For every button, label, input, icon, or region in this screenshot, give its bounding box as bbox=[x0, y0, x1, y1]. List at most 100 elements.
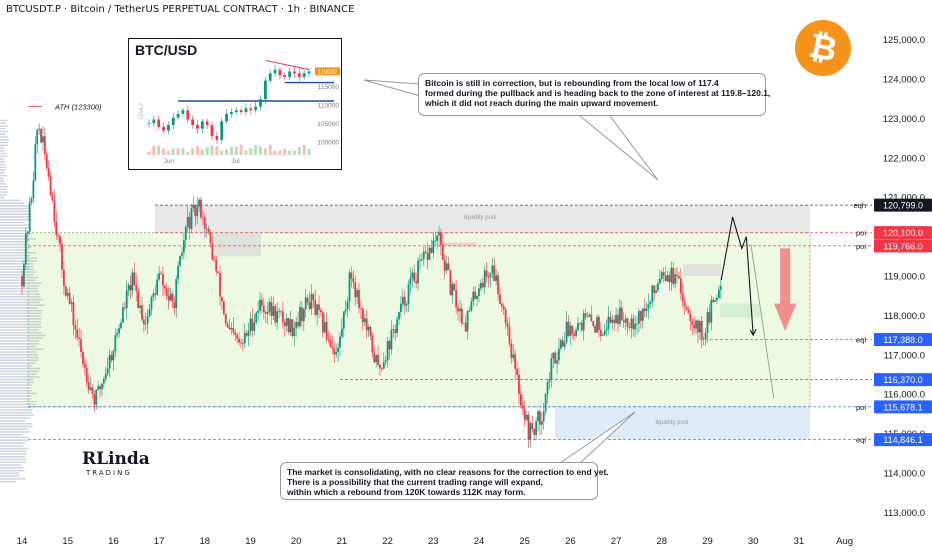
y-tick-label: 118,000.0 bbox=[883, 311, 925, 322]
inset-x-tick: Jul bbox=[231, 158, 240, 165]
inset-volume-bar bbox=[254, 145, 258, 155]
candle-body bbox=[712, 299, 715, 303]
inset-volume-bar bbox=[152, 145, 156, 155]
volume-profile-bar bbox=[0, 334, 46, 337]
candle-body bbox=[377, 355, 379, 365]
candle-body bbox=[371, 335, 374, 353]
candle-body bbox=[523, 408, 526, 420]
candle-body bbox=[196, 206, 199, 217]
volume-profile-bar bbox=[0, 389, 32, 392]
price-label-box bbox=[874, 198, 932, 212]
candle-body bbox=[280, 310, 282, 312]
candle-body bbox=[175, 279, 178, 309]
candle-body bbox=[226, 323, 229, 328]
volume-profile-bar bbox=[0, 362, 36, 364]
candle-body bbox=[400, 303, 402, 313]
candle-body bbox=[152, 293, 155, 298]
candle-body bbox=[360, 308, 362, 309]
inset-candle-body bbox=[263, 80, 267, 100]
candle-body bbox=[144, 323, 147, 325]
candle-body bbox=[483, 270, 486, 288]
candle-body bbox=[171, 293, 174, 302]
candle-body bbox=[548, 379, 551, 383]
volume-profile-bar bbox=[0, 442, 25, 444]
candle-body bbox=[40, 128, 42, 143]
x-tick-label: 15 bbox=[62, 536, 73, 547]
y-tick-label: 114,000.0 bbox=[883, 468, 925, 479]
inset-candle-body bbox=[200, 121, 204, 129]
inset-volume-bar bbox=[234, 146, 238, 155]
volume-profile-bar bbox=[0, 194, 8, 196]
inset-candle-body bbox=[239, 110, 243, 113]
candle-body bbox=[363, 318, 366, 323]
x-tick-label: 20 bbox=[291, 536, 302, 547]
candle-body bbox=[162, 274, 164, 286]
volume-profile-bar bbox=[0, 453, 27, 455]
candle-body bbox=[101, 383, 103, 390]
inset-volume-bar bbox=[244, 150, 248, 155]
candle-body bbox=[104, 373, 107, 379]
candle-body bbox=[639, 311, 642, 321]
candle-body bbox=[657, 283, 659, 291]
inset-candle-body bbox=[234, 110, 238, 113]
candle-body bbox=[287, 318, 290, 333]
candle-body bbox=[552, 352, 555, 359]
volume-profile-bar bbox=[0, 249, 29, 251]
inset-volume-bar bbox=[239, 144, 243, 155]
candle-body bbox=[361, 308, 364, 323]
candle-body bbox=[601, 335, 604, 336]
candle-body bbox=[466, 310, 469, 332]
inset-volume-bar bbox=[191, 148, 195, 155]
candle-body bbox=[512, 354, 515, 358]
volume-profile-bar bbox=[0, 422, 33, 425]
candle-body bbox=[401, 296, 404, 304]
candle-body bbox=[622, 320, 625, 323]
candle-body bbox=[525, 414, 528, 420]
candle-body bbox=[278, 310, 280, 312]
order-block bbox=[720, 303, 760, 318]
volume-profile-bar bbox=[0, 191, 8, 193]
volume-profile-bar bbox=[0, 395, 32, 397]
volume-profile-bar bbox=[0, 472, 20, 475]
inset-volume-bar bbox=[249, 147, 253, 155]
candle-body bbox=[354, 282, 357, 298]
volume-profile-bar bbox=[0, 216, 32, 218]
inset-volume-bar bbox=[302, 144, 306, 155]
candle-body bbox=[348, 272, 351, 302]
x-tick-label: 14 bbox=[17, 536, 28, 547]
order-block bbox=[215, 232, 261, 257]
candle-body bbox=[527, 414, 530, 440]
candle-body bbox=[620, 307, 623, 321]
volume-profile-bar bbox=[0, 475, 20, 477]
inset-volume-bar bbox=[157, 145, 161, 155]
price-label: 120,799.0 bbox=[883, 201, 923, 211]
inset-volume-bar bbox=[278, 150, 282, 155]
candle-body bbox=[165, 288, 168, 296]
inset-candle-body bbox=[249, 108, 253, 111]
candle-body bbox=[70, 302, 73, 304]
candle-body bbox=[716, 298, 718, 301]
candle-body bbox=[234, 332, 237, 336]
volume-profile-bar bbox=[0, 428, 28, 431]
candle-body bbox=[641, 308, 644, 321]
candle-body bbox=[120, 322, 122, 329]
candle-body bbox=[420, 259, 423, 261]
candle-body bbox=[603, 330, 606, 336]
candle-body bbox=[217, 271, 220, 274]
level-tag: eql bbox=[856, 335, 866, 344]
candle-body bbox=[93, 394, 96, 405]
inset-volume-bar bbox=[288, 150, 292, 155]
inset-candle-body bbox=[268, 73, 272, 81]
candle-body bbox=[135, 284, 138, 291]
volume-profile-bar bbox=[0, 406, 33, 408]
candle-body bbox=[251, 318, 254, 331]
candle-body bbox=[561, 340, 564, 347]
volume-profile-bar bbox=[0, 180, 5, 182]
range-zone bbox=[28, 232, 810, 407]
candle-body bbox=[580, 322, 583, 331]
candle-body bbox=[122, 307, 124, 323]
candle-body bbox=[53, 200, 56, 223]
volume-profile-bar bbox=[0, 254, 30, 257]
